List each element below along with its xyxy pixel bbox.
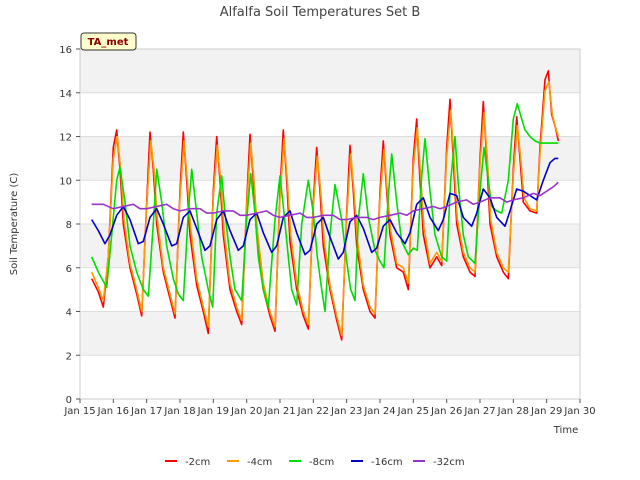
grid-band <box>80 355 580 399</box>
y-tick-label: 0 <box>66 395 72 406</box>
grid-band <box>80 49 580 93</box>
legend-label: -4cm <box>247 457 272 468</box>
legend-label: -8cm <box>309 457 334 468</box>
x-axis-label: Time <box>553 425 578 436</box>
y-tick-label: 4 <box>66 308 72 319</box>
legend: -2cm -4cm -8cm -16cm -32cm <box>165 457 465 468</box>
x-tick-label: Jan 29 <box>530 406 562 417</box>
x-tick-label: Jan 27 <box>463 406 495 417</box>
y-tick-label: 16 <box>59 45 72 56</box>
y-tick-label: 2 <box>66 351 72 362</box>
y-tick-label: 6 <box>66 264 72 275</box>
station-badge-box <box>80 32 137 51</box>
y-axis-label: Soil Temperature (C) <box>9 173 20 276</box>
legend-item: -2cm <box>165 457 210 468</box>
x-tick-label: Jan 24 <box>363 406 395 417</box>
x-tick-label: Jan 19 <box>197 406 229 417</box>
x-tick-label: Jan 30 <box>563 406 595 417</box>
station-badge: TA_met <box>80 32 137 51</box>
x-tick-label: Jan 25 <box>397 406 429 417</box>
legend-label: -2cm <box>185 457 210 468</box>
legend-item: -32cm <box>413 457 465 468</box>
grid-band <box>80 136 580 181</box>
x-tick-label: Jan 18 <box>163 406 195 417</box>
y-tick-label: 12 <box>59 133 72 144</box>
x-tick-label: Jan 17 <box>130 406 162 417</box>
chart-title: Alfalfa Soil Temperatures Set B <box>220 5 421 20</box>
x-tick-label: Jan 28 <box>497 406 529 417</box>
grid-band <box>80 92 580 137</box>
y-tick-label: 10 <box>59 176 72 187</box>
x-tick-label: Jan 15 <box>63 406 95 417</box>
y-tick-label: 14 <box>59 89 72 100</box>
legend-label: -16cm <box>371 457 403 468</box>
legend-label: -32cm <box>433 457 465 468</box>
y-axis-ticks: 0 2 4 6 8 10 12 14 16 <box>59 45 80 406</box>
x-tick-label: Jan 22 <box>297 406 329 417</box>
x-axis-ticks: Jan 15 Jan 16 Jan 17 Jan 18 Jan 19 Jan 20 Jan … <box>63 399 596 417</box>
series-line-32cmcm <box>91 181 559 221</box>
series-line-4cmcm <box>90 81 560 337</box>
series-lines <box>90 70 560 341</box>
legend-item: -4cm <box>227 457 272 468</box>
x-tick-label: Jan 26 <box>430 406 462 417</box>
legend-item: -16cm <box>351 457 403 468</box>
x-tick-label: Jan 16 <box>97 406 129 417</box>
x-tick-label: Jan 21 <box>263 406 295 417</box>
series-line-16cmcm <box>91 157 559 260</box>
grid-band <box>80 311 580 356</box>
x-tick-label: Jan 20 <box>230 406 262 417</box>
y-tick-label: 8 <box>66 220 72 231</box>
station-badge-label: TA_met <box>88 37 129 48</box>
legend-item: -8cm <box>289 457 334 468</box>
x-tick-label: Jan 23 <box>330 406 362 417</box>
